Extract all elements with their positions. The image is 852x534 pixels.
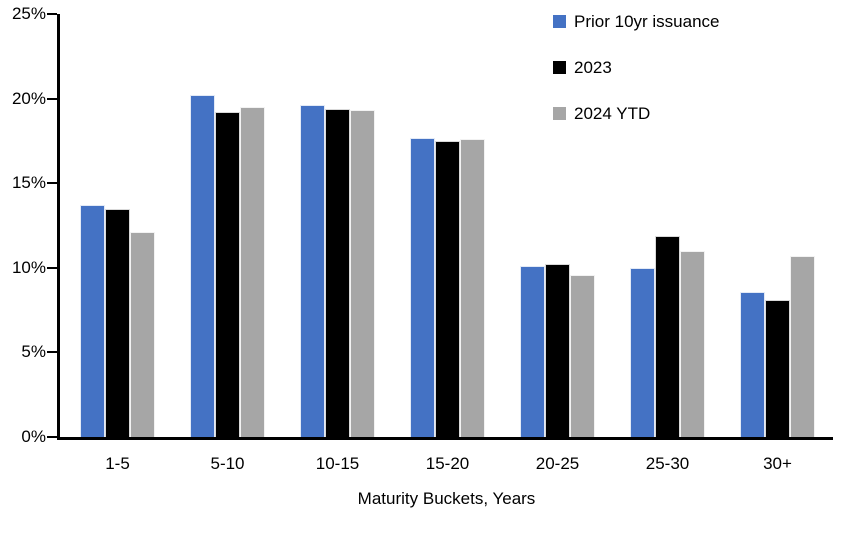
bar-2023-30+ [765, 299, 790, 437]
bar-2024-ytd-20-25 [570, 274, 595, 437]
x-axis-title: Maturity Buckets, Years [357, 489, 536, 508]
x-tick-label: 15-20 [425, 454, 470, 473]
bar-prior-10yr-issuance-5-10 [190, 95, 215, 437]
y-tick-mark [47, 13, 57, 15]
bar-2023-5-10 [215, 112, 240, 437]
bar-2024-ytd-30+ [790, 255, 815, 437]
y-tick-label: 10% [11, 257, 46, 277]
bar-2024-ytd-1-5 [130, 232, 155, 437]
bar-2023-10-15 [325, 108, 350, 437]
y-tick-mark [47, 97, 57, 100]
bar-prior-10yr-issuance-25-30 [630, 267, 655, 437]
bar-prior-10yr-issuance-10-15 [300, 105, 325, 437]
legend-swatch-2023-icon [553, 61, 566, 74]
plot-area [47, 13, 833, 440]
x-tick-label: 10-15 [315, 454, 360, 473]
bar-prior-10yr-issuance-15-20 [410, 137, 435, 437]
y-tick-label: 0% [21, 427, 46, 446]
legend-item-2024-ytd: 2024 YTD [553, 103, 720, 124]
legend: Prior 10yr issuance 2023 2024 YTD [553, 11, 720, 124]
x-tick-label: 5-10 [210, 454, 245, 473]
y-axis: 0% 5% 10% 15% 20% 25% [0, 0, 46, 534]
bar-2023-15-20 [435, 140, 460, 437]
y-tick-mark [47, 182, 57, 185]
bar-2024-ytd-25-30 [680, 250, 705, 437]
legend-label-2024-ytd: 2024 YTD [574, 103, 651, 123]
bar-2024-ytd-10-15 [350, 110, 375, 437]
x-tick-label: 1-5 [105, 454, 130, 473]
x-tick-label: 20-25 [535, 454, 580, 473]
bar-2023-20-25 [545, 264, 570, 437]
y-tick-mark [47, 351, 57, 354]
bar-2024-ytd-5-10 [240, 107, 265, 437]
bar-2023-1-5 [105, 208, 130, 437]
y-tick-mark [47, 266, 57, 269]
x-tick-label: 30+ [763, 454, 792, 473]
y-tick-label: 15% [11, 173, 46, 193]
bar-2023-25-30 [655, 235, 680, 437]
y-tick-label: 25% [11, 4, 46, 23]
legend-swatch-2024-ytd-icon [553, 107, 566, 120]
bar-prior-10yr-issuance-20-25 [520, 266, 545, 437]
y-tick-label: 20% [11, 88, 46, 108]
y-tick-label: 5% [21, 342, 46, 362]
x-axis: 1-5 5-10 10-15 15-20 20-25 25-30 30+ [60, 453, 833, 477]
bar-2024-ytd-15-20 [460, 139, 485, 437]
legend-swatch-prior-10yr-issuance-icon [553, 15, 566, 28]
x-tick-label: 25-30 [645, 454, 690, 473]
legend-item-2023: 2023 [553, 57, 720, 78]
bar-prior-10yr-issuance-1-5 [80, 205, 105, 437]
legend-label-2023: 2023 [574, 57, 612, 77]
legend-item-prior-10yr-issuance: Prior 10yr issuance [553, 11, 720, 32]
legend-label-prior-10yr-issuance: Prior 10yr issuance [574, 11, 720, 31]
y-tick-mark [47, 436, 57, 438]
bar-prior-10yr-issuance-30+ [740, 291, 765, 437]
